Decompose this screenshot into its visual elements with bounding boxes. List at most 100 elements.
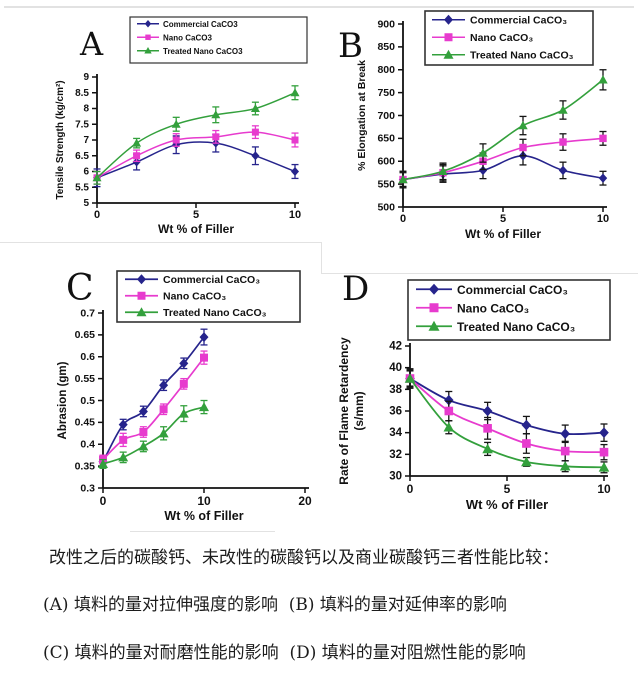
y-tick-label: 6 — [83, 167, 89, 178]
square-marker — [200, 353, 208, 362]
square-marker — [483, 424, 492, 433]
square-marker — [137, 291, 146, 300]
triangle-marker — [199, 402, 209, 412]
x-tick-label: 0 — [407, 482, 414, 496]
x-ticks: 0 5 10 — [407, 476, 611, 496]
diamond-marker — [444, 14, 453, 25]
diamond-marker — [429, 283, 439, 295]
diamond-marker — [159, 380, 169, 391]
y-tick-label: 8.5 — [75, 88, 89, 99]
y-tick-label: 7 — [83, 135, 89, 146]
legend-label: Treated Nano CaCO₃ — [470, 50, 574, 62]
triangle-marker — [158, 428, 169, 438]
diamond-marker — [144, 20, 152, 28]
y-tick-label: 42 — [389, 341, 402, 353]
y-tick-label: 7.5 — [75, 119, 89, 130]
x-tick-label: 0 — [94, 209, 100, 221]
x-axis-label: Wt % of Filler — [158, 222, 234, 236]
x-ticks: 0 5 10 — [400, 207, 609, 225]
square-marker — [519, 143, 527, 152]
triangle-marker — [428, 320, 440, 331]
triangle-marker — [92, 173, 102, 182]
series-commercial — [398, 145, 608, 189]
x-tick-label: 10 — [597, 482, 611, 496]
triangle-marker — [598, 75, 608, 84]
square-marker — [291, 136, 299, 144]
legend-label: Treated Nano CaCO₃ — [457, 320, 575, 334]
figure-caption: 改性之后的碳酸钙、未改性的碳酸钙以及商业碳酸钙三者性能比较： (A) 填料的量对… — [0, 534, 640, 684]
y-tick-label: 500 — [377, 201, 395, 213]
legend: Commercial CaCO₃ Nano CaCO₃ Treated Nano C… — [424, 10, 594, 66]
square-marker — [560, 446, 570, 456]
series-line — [96, 92, 296, 179]
y-tick-label: 38 — [389, 384, 402, 396]
series-commercial — [93, 133, 299, 188]
legend-label: Nano CaCO₃ — [470, 32, 533, 44]
triangle-marker — [404, 373, 416, 383]
diamond-marker — [482, 405, 493, 417]
triangle-marker — [136, 307, 147, 317]
x-tick-label: 5 — [500, 213, 506, 225]
series-line — [409, 377, 605, 469]
triangle-marker — [98, 458, 108, 468]
series-treated — [404, 370, 610, 474]
series-commercial — [405, 369, 609, 444]
chart-panel-abrasion: C 0.3 0.35 0.4 0.45 0.5 0.55 0.6 0.65 0.7 0 10 20 Wt … — [0, 258, 320, 534]
legend-label: Nano CaCO₃ — [457, 301, 529, 315]
triangle-marker — [250, 104, 260, 112]
chart-panel-elongation: B 500 550 600 650 700 750 800 850 900 0 5 10 Wt % of … — [320, 0, 640, 258]
y-tick-label: 0.7 — [80, 307, 95, 319]
square-marker — [444, 33, 453, 42]
y-ticks: 5 5.5 6 6.5 7 7.5 8 8.5 9 — [75, 72, 97, 209]
triangle-marker — [559, 460, 571, 471]
x-tick-label: 5 — [504, 482, 511, 496]
charts-grid: A 5 5.5 6 6.5 7 7.5 8 8.5 9 0 5 10 Wt % of Filler Tens… — [0, 0, 640, 534]
triangle-marker — [478, 148, 488, 157]
legend-label: Nano CaCO₃ — [163, 291, 226, 303]
y-tick-label: 0.35 — [75, 460, 96, 472]
square-marker — [251, 128, 259, 136]
panel-letter: D — [342, 269, 369, 309]
diamond-marker — [118, 419, 128, 430]
triangle-marker — [521, 456, 532, 467]
y-axis-label: % Elongation at Break — [356, 60, 368, 171]
legend: Commercial CaCO₃ Nano CaCO₃ Treated Nano C… — [407, 279, 611, 341]
diamond-marker — [251, 151, 260, 161]
series-nano — [99, 350, 208, 465]
legend: Commercial CaCO3 Nano CaCO3 Treated Nano C… — [129, 16, 308, 64]
triangle-marker — [118, 452, 129, 462]
triangle-marker — [211, 110, 221, 119]
y-axis-label: Abrasion (gm) — [57, 361, 69, 439]
series-line — [409, 377, 605, 436]
square-marker — [159, 405, 168, 414]
legend-label: Treated Nano CaCO3 — [163, 47, 243, 56]
square-marker — [172, 136, 180, 144]
y-tick-label: 650 — [377, 133, 395, 145]
y-tick-label: 40 — [389, 362, 402, 374]
y-axis-label: Tensile Strength (kg/cm²) — [55, 80, 66, 199]
chart-panel-tensile-strength: A 5 5.5 6 6.5 7 7.5 8 8.5 9 0 5 10 Wt % of Filler Tens… — [0, 0, 320, 258]
x-ticks: 0 5 10 — [94, 203, 301, 221]
y-tick-label: 700 — [377, 110, 395, 122]
caption-line-3: (C) 填料的量对耐磨性能的影响 (D) 填料的量对阻燃性能的影响 — [43, 642, 526, 663]
series-line — [96, 141, 296, 179]
x-ticks: 0 10 20 — [100, 488, 312, 508]
caption-line-2: (A) 填料的量对拉伸强度的影响 (B) 填料的量对延伸率的影响 — [43, 595, 507, 616]
triangle-marker — [482, 443, 493, 454]
triangle-marker — [290, 88, 300, 97]
x-tick-label: 5 — [193, 209, 199, 221]
series-line — [402, 154, 604, 181]
x-axis-label: Wt % of Filler — [466, 497, 548, 512]
y-tick-label: 0.6 — [80, 351, 95, 363]
y-tick-label: 900 — [377, 18, 395, 30]
y-ticks: 0.3 0.35 0.4 0.45 0.5 0.55 0.6 0.65 0.7 — [75, 307, 103, 494]
y-tick-label: 34 — [389, 427, 402, 439]
diamond-marker — [598, 173, 608, 183]
y-tick-label: 800 — [377, 64, 395, 76]
series-nano — [93, 125, 299, 185]
series-line — [102, 406, 205, 465]
legend-label: Commercial CaCO₃ — [163, 274, 260, 286]
diamond-marker — [560, 428, 570, 440]
y-tick-label: 0.3 — [80, 482, 95, 494]
